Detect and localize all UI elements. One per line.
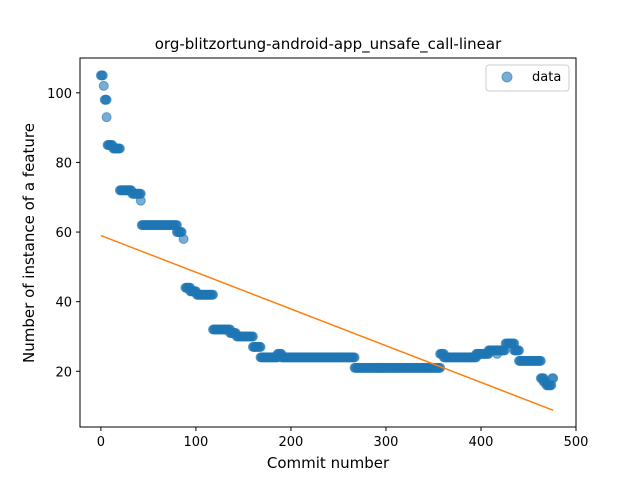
x-axis-ticks: 0 100 200 300 400 500 (97, 427, 589, 450)
legend: data (485, 64, 570, 92)
data-point (97, 70, 108, 81)
data-point (208, 289, 219, 300)
data-point (492, 348, 503, 359)
x-tick-label: 0 (97, 435, 105, 450)
data-point (548, 373, 559, 384)
legend-label-data: data (532, 70, 561, 85)
legend-box (485, 64, 570, 92)
fit-line-group (100, 234, 554, 411)
y-tick-label: 100 (47, 87, 72, 102)
y-tick-label: 60 (55, 226, 72, 241)
data-point (101, 94, 112, 105)
data-point (535, 355, 546, 366)
fit-line (100, 234, 554, 411)
axes-frame (79, 57, 577, 428)
data-point (98, 80, 109, 91)
data-point (178, 234, 189, 245)
x-tick-label: 400 (469, 435, 494, 450)
data-point (135, 195, 146, 206)
y-axis-label: Number of instance of a feature (20, 123, 38, 363)
data-point (513, 345, 524, 356)
legend-marker-data (501, 71, 513, 83)
data-point (349, 352, 360, 363)
data-point (114, 143, 125, 154)
data-point (101, 112, 112, 123)
data-point (255, 341, 266, 352)
y-axis-ticks: 20 40 60 80 100 (47, 87, 80, 380)
chart-title: org-blitzortung-android-app_unsafe_call-… (155, 35, 502, 54)
y-tick-label: 80 (55, 156, 72, 171)
data-points (95, 70, 559, 391)
y-tick-label: 20 (55, 365, 72, 380)
x-tick-label: 500 (564, 435, 589, 450)
x-tick-label: 100 (184, 435, 209, 450)
x-axis-label: Commit number (267, 454, 390, 472)
y-tick-label: 40 (55, 296, 72, 311)
x-tick-label: 200 (279, 435, 304, 450)
x-tick-label: 300 (374, 435, 399, 450)
data-point (247, 331, 258, 342)
